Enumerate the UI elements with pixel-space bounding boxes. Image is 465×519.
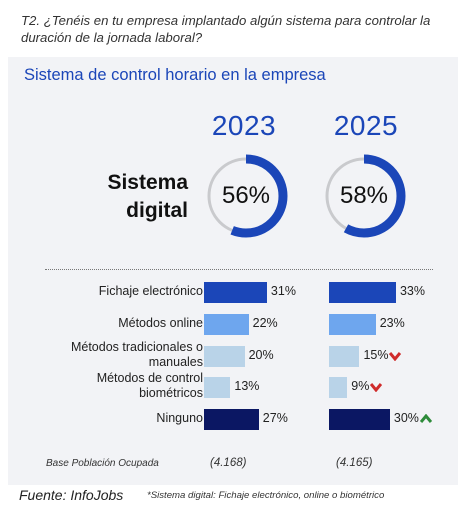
bar-2023 xyxy=(204,376,231,398)
bar-value-2025: 9% xyxy=(351,379,370,393)
trend-down-icon xyxy=(369,383,382,392)
category-label-line: Métodos tradicionales o xyxy=(70,340,203,354)
base-value-2023: (4.168) xyxy=(210,457,247,469)
donut-value-2025: 58% xyxy=(339,182,389,209)
bar-2023 xyxy=(204,281,267,303)
bar-2025 xyxy=(329,313,376,335)
bar-value-2023: 13% xyxy=(234,379,260,393)
category-label: Métodos de control biométricos xyxy=(97,371,203,401)
bar-2025 xyxy=(329,345,360,367)
donut-arc-2025 xyxy=(322,154,406,238)
trend-down-icon xyxy=(389,352,402,361)
digital-system-label-line: digital xyxy=(126,199,188,222)
bar-2025 xyxy=(329,376,348,398)
chart-card: Sistema de control horario en la empresa… xyxy=(8,57,458,485)
digital-system-label-line: Sistema xyxy=(107,171,188,194)
bar-value-2025: 23% xyxy=(379,316,405,330)
chart-title: Sistema de control horario en la empresa xyxy=(24,66,326,84)
bar-value-2023: 31% xyxy=(270,284,296,298)
bar-value-2023: 20% xyxy=(248,348,274,362)
trend-up-icon xyxy=(419,414,432,423)
category-label: Fichaje electrónico xyxy=(99,284,203,299)
category-label: Métodos tradicionales o manuales xyxy=(71,340,203,370)
bar-value-2025: 15% xyxy=(363,348,389,362)
divider-line xyxy=(45,269,433,270)
bar-value-2025: 33% xyxy=(399,284,426,298)
category-label-line: Métodos online xyxy=(118,315,203,330)
donut-arc-2023 xyxy=(204,154,288,238)
donut-value-2023: 56% xyxy=(221,182,271,209)
year-label-2025: 2025 xyxy=(333,110,399,141)
donut-chart-2025 xyxy=(322,154,406,238)
category-label-line: Ninguno xyxy=(156,410,203,425)
category-label: Métodos online xyxy=(118,316,203,331)
footnote: *Sistema digital: Fichaje electrónico, o… xyxy=(147,490,385,501)
digital-system-label: Sistema digital xyxy=(48,169,188,225)
bar-2023 xyxy=(204,408,259,430)
source-label: Fuente: InfoJobs xyxy=(19,487,124,503)
category-label-line: Fichaje electrónico xyxy=(98,283,203,298)
bar-2023 xyxy=(204,345,245,367)
base-value-2025: (4.165) xyxy=(336,457,373,469)
year-label-2023: 2023 xyxy=(211,110,277,141)
bar-2025 xyxy=(329,408,390,430)
category-label: Ninguno xyxy=(156,411,203,426)
bar-value-2023: 22% xyxy=(252,316,278,330)
category-label-line: biométricos xyxy=(139,386,203,400)
donut-chart-2023 xyxy=(204,154,288,238)
base-label: Base Población Ocupada xyxy=(46,458,159,469)
category-label-line: manuales xyxy=(148,355,203,369)
category-label-line: Métodos de control xyxy=(96,371,203,385)
bar-value-2023: 27% xyxy=(262,411,288,425)
bar-value-2025: 30% xyxy=(393,411,419,425)
bar-2023 xyxy=(204,313,249,335)
bar-2025 xyxy=(329,281,396,303)
survey-question: T2. ¿Tenéis en tu empresa implantado alg… xyxy=(21,13,431,45)
